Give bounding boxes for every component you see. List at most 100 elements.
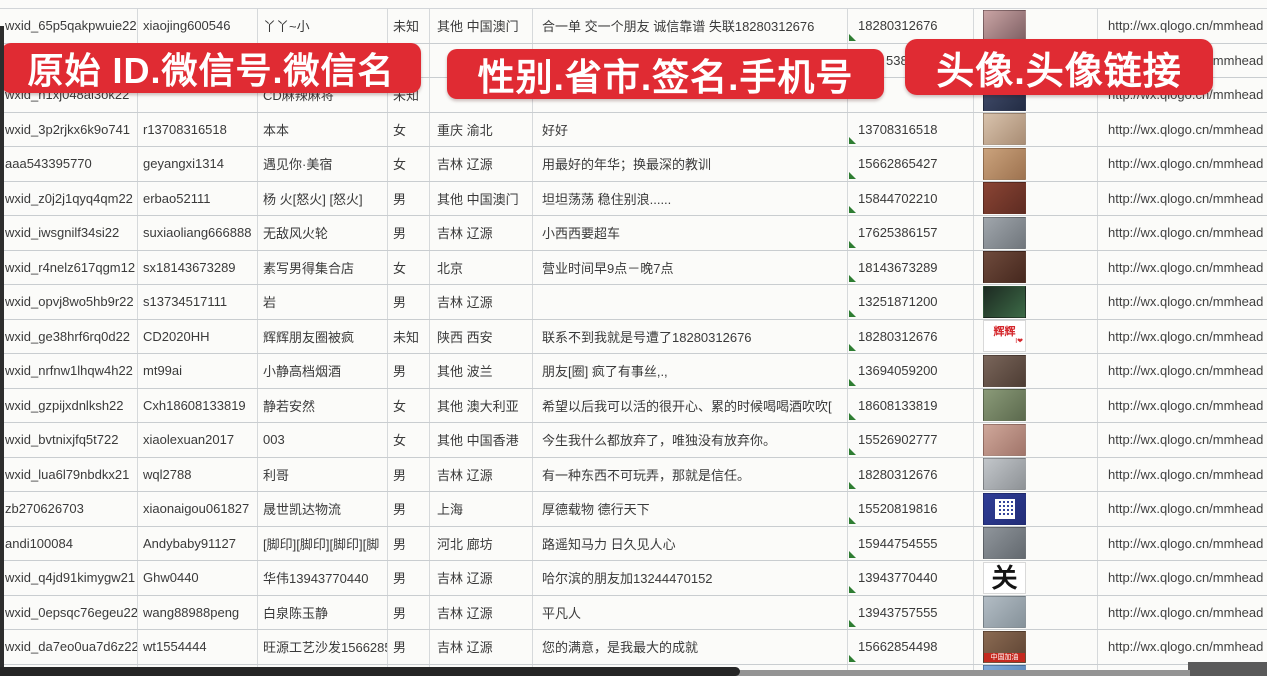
- cell-gender[interactable]: 男: [388, 181, 430, 215]
- avatar-image[interactable]: [983, 285, 1026, 318]
- cell-wxid[interactable]: sx18143673289: [138, 250, 258, 284]
- cell-avatar[interactable]: 中国加油: [974, 630, 1098, 664]
- cell-avatar[interactable]: [974, 457, 1098, 491]
- cell-avatar[interactable]: [974, 9, 1098, 43]
- cell-avatar[interactable]: [974, 388, 1098, 422]
- cell-gender[interactable]: 女: [388, 147, 430, 181]
- cell-wxid[interactable]: geyangxi1314: [138, 147, 258, 181]
- avatar-image[interactable]: [983, 251, 1026, 284]
- cell-link[interactable]: http://wx.qlogo.cn/mmhead: [1098, 527, 1267, 561]
- cell-avatar[interactable]: [974, 250, 1098, 284]
- avatar-image[interactable]: [983, 492, 1026, 525]
- cell-wxid[interactable]: wang88988peng: [138, 595, 258, 629]
- cell-id[interactable]: wxid_65p5qakpwuie22: [0, 9, 138, 43]
- cell-phone[interactable]: 13943770440: [848, 561, 974, 595]
- cell-region[interactable]: 吉林 辽源: [430, 630, 533, 664]
- cell-region[interactable]: 其他 中国澳门: [430, 181, 533, 215]
- cell-region[interactable]: 吉林 辽源: [430, 216, 533, 250]
- cell-wxid[interactable]: Cxh18608133819: [138, 388, 258, 422]
- cell-id[interactable]: wxid_bvtnixjfq5t722: [0, 423, 138, 457]
- cell-link[interactable]: http://wx.qlogo.cn/mmhead: [1098, 113, 1267, 147]
- cell-link[interactable]: http://wx.qlogo.cn/mmhead: [1098, 561, 1267, 595]
- cell-wxid[interactable]: xiaonaigou061827: [138, 492, 258, 526]
- cell-gender[interactable]: 女: [388, 423, 430, 457]
- cell-link[interactable]: http://wx.qlogo.cn/mmhead: [1098, 389, 1267, 423]
- cell-phone[interactable]: 18280312676: [848, 457, 974, 491]
- cell-wxid[interactable]: mt99ai: [138, 354, 258, 388]
- cell-gender[interactable]: 男: [388, 285, 430, 319]
- cell-phone[interactable]: 15520819816: [848, 492, 974, 526]
- cell-name[interactable]: 杨 火[怒火] [怒火]: [258, 181, 388, 215]
- cell-id[interactable]: wxid_r4nelz617qgm12: [0, 250, 138, 284]
- cell-wxid[interactable]: xiaojing600546: [138, 9, 258, 43]
- cell-name[interactable]: 丫丫~小: [258, 9, 388, 43]
- cell-link[interactable]: http://wx.qlogo.cn/mmhead: [1098, 147, 1267, 181]
- cell-id[interactable]: wxid_3p2rjkx6k9o741: [0, 112, 138, 146]
- cell-name[interactable]: 华伟13943770440: [258, 561, 388, 595]
- cell-id[interactable]: wxid_iwsgnilf34si22: [0, 216, 138, 250]
- cell-gender[interactable]: 未知: [388, 319, 430, 353]
- cell-region[interactable]: 上海: [430, 492, 533, 526]
- cell-phone[interactable]: 15662865427: [848, 147, 974, 181]
- cell-gender[interactable]: 男: [388, 354, 430, 388]
- cell-link[interactable]: http://wx.qlogo.cn/mmhead: [1098, 630, 1267, 664]
- cell-region[interactable]: 其他 澳大利亚: [430, 388, 533, 422]
- avatar-image[interactable]: [983, 596, 1026, 629]
- cell-signature[interactable]: 今生我什么都放弃了，唯独没有放弃你。: [533, 423, 848, 457]
- cell-phone[interactable]: 18608133819: [848, 388, 974, 422]
- avatar-image[interactable]: [983, 423, 1026, 456]
- cell-phone[interactable]: 15944754555: [848, 526, 974, 560]
- cell-wxid[interactable]: wt1554444: [138, 630, 258, 664]
- cell-wxid[interactable]: Ghw0440: [138, 561, 258, 595]
- cell-name[interactable]: 静若安然: [258, 388, 388, 422]
- cell-phone[interactable]: 13694059200: [848, 354, 974, 388]
- cell-gender[interactable]: 未知: [388, 9, 430, 43]
- avatar-image[interactable]: [983, 147, 1026, 180]
- cell-link[interactable]: http://wx.qlogo.cn/mmhead: [1098, 320, 1267, 354]
- avatar-image[interactable]: [983, 527, 1026, 560]
- cell-link[interactable]: http://wx.qlogo.cn/mmhead: [1098, 216, 1267, 250]
- cell-avatar[interactable]: [974, 354, 1098, 388]
- cell-id[interactable]: wxid_opvj8wo5hb9r22: [0, 285, 138, 319]
- cell-signature[interactable]: 有一种东西不可玩弄，那就是信任。: [533, 457, 848, 491]
- cell-id[interactable]: wxid_ge38hrf6rq0d22: [0, 319, 138, 353]
- cell-signature[interactable]: 好好: [533, 112, 848, 146]
- cell-avatar[interactable]: [974, 147, 1098, 181]
- cell-name[interactable]: 辉辉朋友圈被疯: [258, 319, 388, 353]
- cell-signature[interactable]: 联系不到我就是号遭了18280312676: [533, 319, 848, 353]
- cell-id[interactable]: wxid_gzpijxdnlksh22: [0, 388, 138, 422]
- cell-signature[interactable]: 路遥知马力 日久见人心: [533, 526, 848, 560]
- avatar-image[interactable]: 中国加油: [983, 630, 1026, 663]
- cell-phone[interactable]: 15526902777: [848, 423, 974, 457]
- cell-signature[interactable]: [533, 285, 848, 319]
- cell-region[interactable]: 重庆 渝北: [430, 112, 533, 146]
- cell-name[interactable]: 本本: [258, 112, 388, 146]
- cell-signature[interactable]: 小西西要超车: [533, 216, 848, 250]
- cell-phone[interactable]: 17625386157: [848, 216, 974, 250]
- cell-gender[interactable]: 男: [388, 492, 430, 526]
- cell-avatar[interactable]: [974, 285, 1098, 319]
- cell-name[interactable]: 利哥: [258, 457, 388, 491]
- cell-wxid[interactable]: suxiaoliang666888: [138, 216, 258, 250]
- avatar-image[interactable]: [983, 113, 1026, 146]
- cell-region[interactable]: 吉林 辽源: [430, 285, 533, 319]
- cell-name[interactable]: 晟世凯达物流: [258, 492, 388, 526]
- cell-id[interactable]: aaa543395770: [0, 147, 138, 181]
- cell-gender[interactable]: 男: [388, 630, 430, 664]
- cell-region[interactable]: 吉林 辽源: [430, 595, 533, 629]
- cell-avatar[interactable]: [974, 112, 1098, 146]
- cell-link[interactable]: http://wx.qlogo.cn/mmhead: [1098, 596, 1267, 630]
- cell-id[interactable]: wxid_lua6l79nbdkx21: [0, 457, 138, 491]
- cell-signature[interactable]: 合一单 交一个朋友 诚信靠谱 失联18280312676: [533, 9, 848, 43]
- cell-phone[interactable]: 18280312676: [848, 319, 974, 353]
- cell-gender[interactable]: 女: [388, 112, 430, 146]
- cell-id[interactable]: wxid_da7eo0ua7d6z22: [0, 630, 138, 664]
- cell-link[interactable]: http://wx.qlogo.cn/mmhead: [1098, 251, 1267, 285]
- cell-wxid[interactable]: r13708316518: [138, 112, 258, 146]
- cell-id[interactable]: wxid_0epsqc76egeu22: [0, 595, 138, 629]
- cell-wxid[interactable]: wql2788: [138, 457, 258, 491]
- cell-signature[interactable]: 用最好的年华；换最深的教训: [533, 147, 848, 181]
- cell-avatar[interactable]: [974, 216, 1098, 250]
- avatar-image[interactable]: [983, 182, 1026, 215]
- cell-region[interactable]: 吉林 辽源: [430, 561, 533, 595]
